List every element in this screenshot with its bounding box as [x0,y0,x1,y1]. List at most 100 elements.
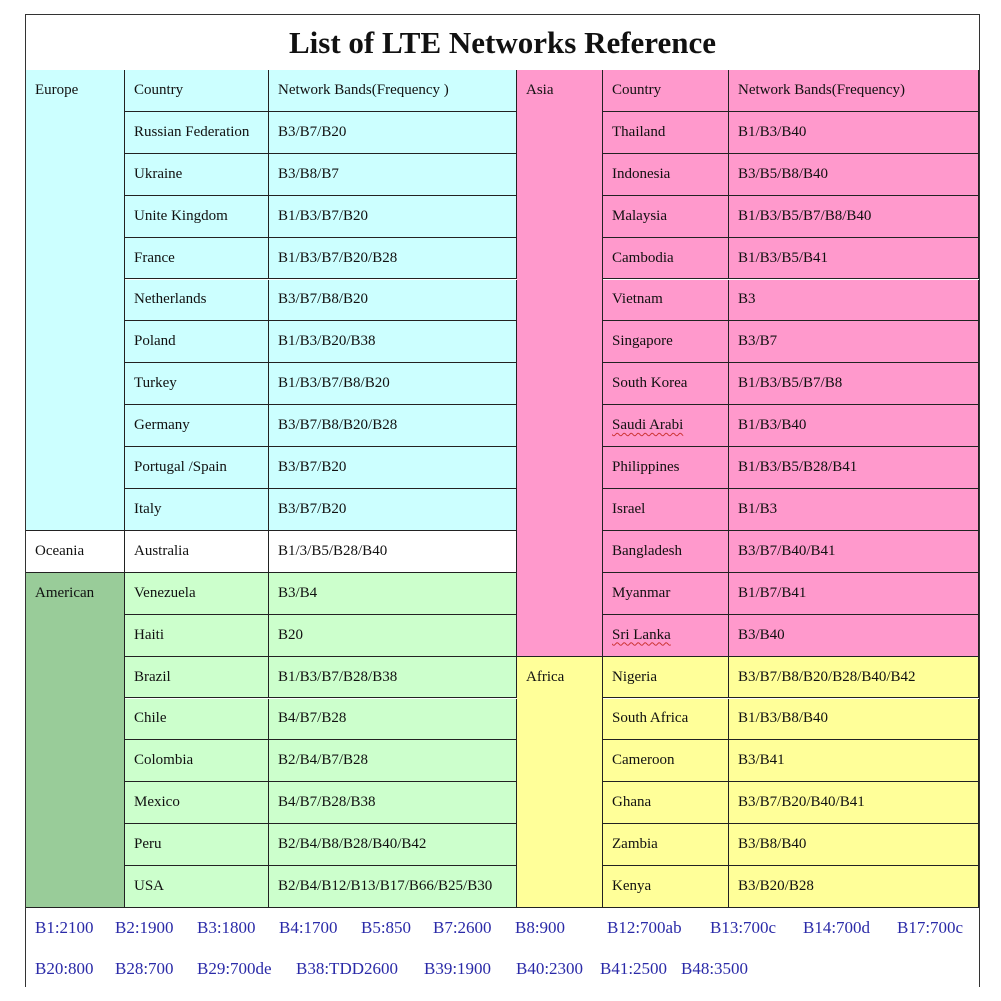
country-cell: Myanmar [603,572,729,615]
bands-cell: B3/B4 [269,572,517,615]
bands-cell: B1/B3/B40 [729,405,979,448]
country-cell-text: USA [134,878,165,895]
bands-cell-text: B3/B7/B20 [278,459,347,476]
bands-cell: B1/B3 [729,489,979,531]
country-cell-text: Kenya [612,878,652,895]
bands-cell-text: B2/B4/B12/B13/B17/B66/B25/B30 [278,878,493,895]
bands-cell-text: B1/B3/B40 [738,417,807,434]
band-legend-item: B29:700de [197,959,272,978]
country-cell: Peru [125,824,269,867]
bands-cell-text: B3/B7/B8/B20/B28 [278,417,398,434]
bands-cell: B3/B40 [729,614,979,657]
bands-cell: B1/B3/B20/B38 [269,321,517,364]
country-cell-text: Malaysia [612,207,667,224]
bands-cell: B3/B7/B20 [269,447,517,489]
bands-cell: B1/B3/B7/B28/B38 [269,656,517,699]
bands-cell-text: B1/B3/B5/B7/B8/B40 [738,207,872,224]
country-cell: Ukraine [125,153,269,196]
country-cell: Poland [125,321,269,364]
bands-cell: B4/B7/B28/B38 [269,782,517,825]
country-cell-text: Myanmar [612,584,671,601]
region-american: American [26,572,125,908]
country-cell-text: Saudi Arabi [612,417,684,434]
band-legend-item: B13:700c [710,918,777,937]
region-american-text: American [35,584,95,601]
region-europe: Europe [26,70,125,531]
country-cell: Nigeria [603,656,729,699]
bands-cell: B2/B4/B8/B28/B40/B42 [269,824,517,867]
bands-cell-text: B3/B8/B7 [278,165,339,182]
bands-cell-text: B4/B7/B28/B38 [278,794,376,811]
band-legend-item: B28:700 [115,959,174,978]
bands-cell-text: B3/B8/B40 [738,836,807,853]
column-header-country: Country [125,70,269,112]
country-cell: Turkey [125,363,269,406]
country-cell: Australia [125,530,269,573]
bands-cell-text: B3/B5/B8/B40 [738,165,829,182]
country-cell-text: Unite Kingdom [134,207,228,224]
bands-cell: B1/B3/B5/B7/B8/B40 [729,195,979,238]
country-cell-text: Brazil [134,668,171,685]
column-header-country-text: Country [612,81,662,98]
bands-cell-text: B2/B4/B8/B28/B40/B42 [278,836,427,853]
bands-cell: B20 [269,614,517,657]
band-legend-item: B7:2600 [433,918,492,937]
band-legend-item: B1:2100 [35,918,94,937]
band-legend-item: B48:3500 [681,959,749,978]
country-cell-text: Thailand [612,123,666,140]
band-legend-item: B5:850 [361,918,412,937]
country-cell: Haiti [125,614,269,657]
band-legend-item: B40:2300 [516,959,584,978]
column-header-bands-text: Network Bands(Frequency) [738,81,906,98]
bands-cell: B1/B3/B5/B41 [729,237,979,280]
band-legend-item: B12:700ab [607,918,682,937]
bands-cell-text: B1/B3/B7/B20 [278,207,369,224]
country-cell-text: Bangladesh [612,542,682,559]
country-cell: Sri Lanka [603,614,729,657]
bands-cell: B3/B7/B8/B20 [269,279,517,322]
country-cell-text: Italy [134,500,162,517]
bands-cell: B3/B7/B8/B20/B28/B40/B42 [729,656,979,699]
country-cell-text: Peru [134,836,162,853]
country-cell: Zambia [603,824,729,867]
country-cell: Saudi Arabi [603,405,729,448]
country-cell: Cambodia [603,237,729,280]
column-header-country-text: Country [134,81,184,98]
bands-cell: B1/B3/B5/B28/B41 [729,447,979,489]
bands-cell: B3/B8/B7 [269,153,517,196]
country-cell-text: Philippines [612,459,680,476]
bands-cell-text: B1/B3/B5/B7/B8 [738,375,843,392]
band-legend-item: B4:1700 [279,918,338,937]
bands-cell-text: B20 [278,626,304,643]
bands-cell: B3/B7/B20/B40/B41 [729,782,979,825]
country-cell: South Korea [603,363,729,406]
country-cell: Venezuela [125,572,269,615]
country-cell: Singapore [603,321,729,364]
bands-cell: B3/B7/B20 [269,111,517,154]
bands-cell-text: B3/B7 [738,333,778,350]
region-europe-text: Europe [35,82,79,98]
country-cell-text: Nigeria [612,668,657,685]
country-cell-text: Haiti [134,626,164,643]
country-cell-text: Netherlands [134,291,207,308]
country-cell-text: Turkey [134,375,177,392]
country-cell: Vietnam [603,279,729,322]
bands-cell-text: B3/B4 [278,584,318,601]
country-cell: Portugal /Spain [125,447,269,489]
bands-cell-text: B1/B3/B20/B38 [278,333,376,350]
region-africa: Africa [517,656,603,908]
bands-cell-text: B1/B3/B7/B20/B28 [278,249,398,266]
bands-cell: B3/B7/B20 [269,489,517,531]
country-cell: France [125,237,269,280]
bands-cell-text: B3/B7/B20 [278,123,347,140]
country-cell: Ghana [603,782,729,825]
country-cell: Kenya [603,866,729,908]
country-cell-text: Australia [134,542,189,559]
bands-cell-text: B3/B7/B20/B40/B41 [738,794,865,811]
country-cell: Thailand [603,111,729,154]
band-legend-item: B20:800 [35,959,94,978]
country-cell: USA [125,866,269,908]
country-cell: Netherlands [125,279,269,322]
country-cell-text: France [134,249,175,266]
bands-cell-text: B3/B41 [738,752,785,769]
